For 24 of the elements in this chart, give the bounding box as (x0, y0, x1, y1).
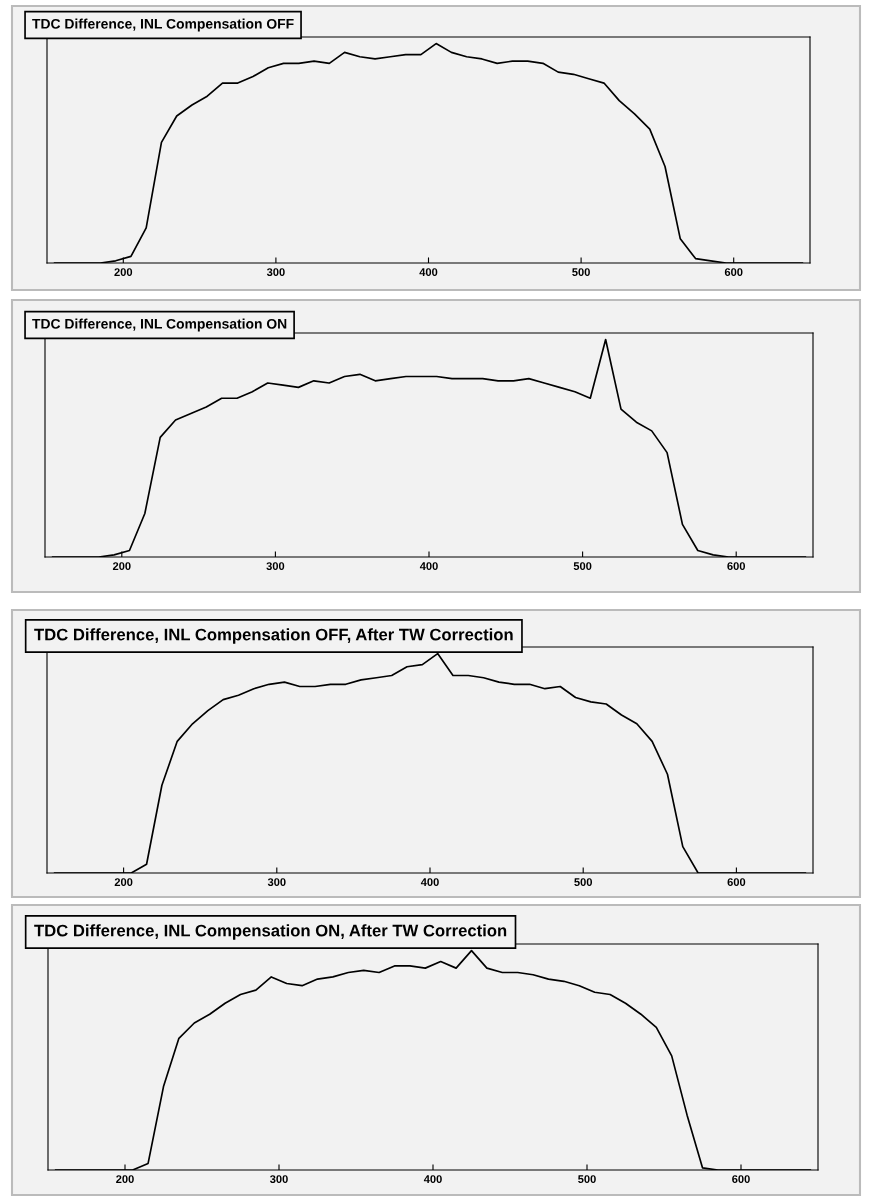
x-tick-label: 300 (266, 268, 285, 277)
x-tick-label: 600 (724, 268, 743, 277)
x-tick-label: 400 (419, 268, 438, 277)
x-tick-label: 500 (572, 268, 590, 277)
x-tick-label: 400 (423, 1175, 442, 1184)
x-tick-label: 600 (727, 562, 746, 571)
x-tick-label: 400 (419, 562, 438, 571)
chart-title: TDC Difference, INL Compensation OFF (32, 18, 294, 32)
x-tick-label: 200 (112, 562, 131, 571)
chart-title: TDC Difference, INL Compensation ON, After TW Correction (34, 924, 507, 940)
x-tick-label: 400 (420, 878, 439, 887)
chart-title: TDC Difference, INL Compensation ON (32, 318, 287, 332)
x-tick-label: 500 (574, 878, 593, 887)
x-tick-label: 600 (727, 878, 746, 887)
x-tick-label: 200 (114, 878, 133, 887)
chart-title: TDC Difference, INL Compensation OFF, After TW Correction (34, 628, 513, 644)
x-tick-label: 500 (578, 1175, 596, 1184)
x-tick-label: 300 (267, 878, 286, 887)
x-tick-label: 300 (269, 1175, 288, 1184)
x-tick-label: 500 (573, 562, 592, 571)
x-tick-label: 200 (116, 1175, 134, 1184)
x-tick-label: 600 (732, 1175, 750, 1184)
x-tick-label: 300 (266, 562, 285, 571)
x-tick-label: 200 (114, 268, 133, 277)
